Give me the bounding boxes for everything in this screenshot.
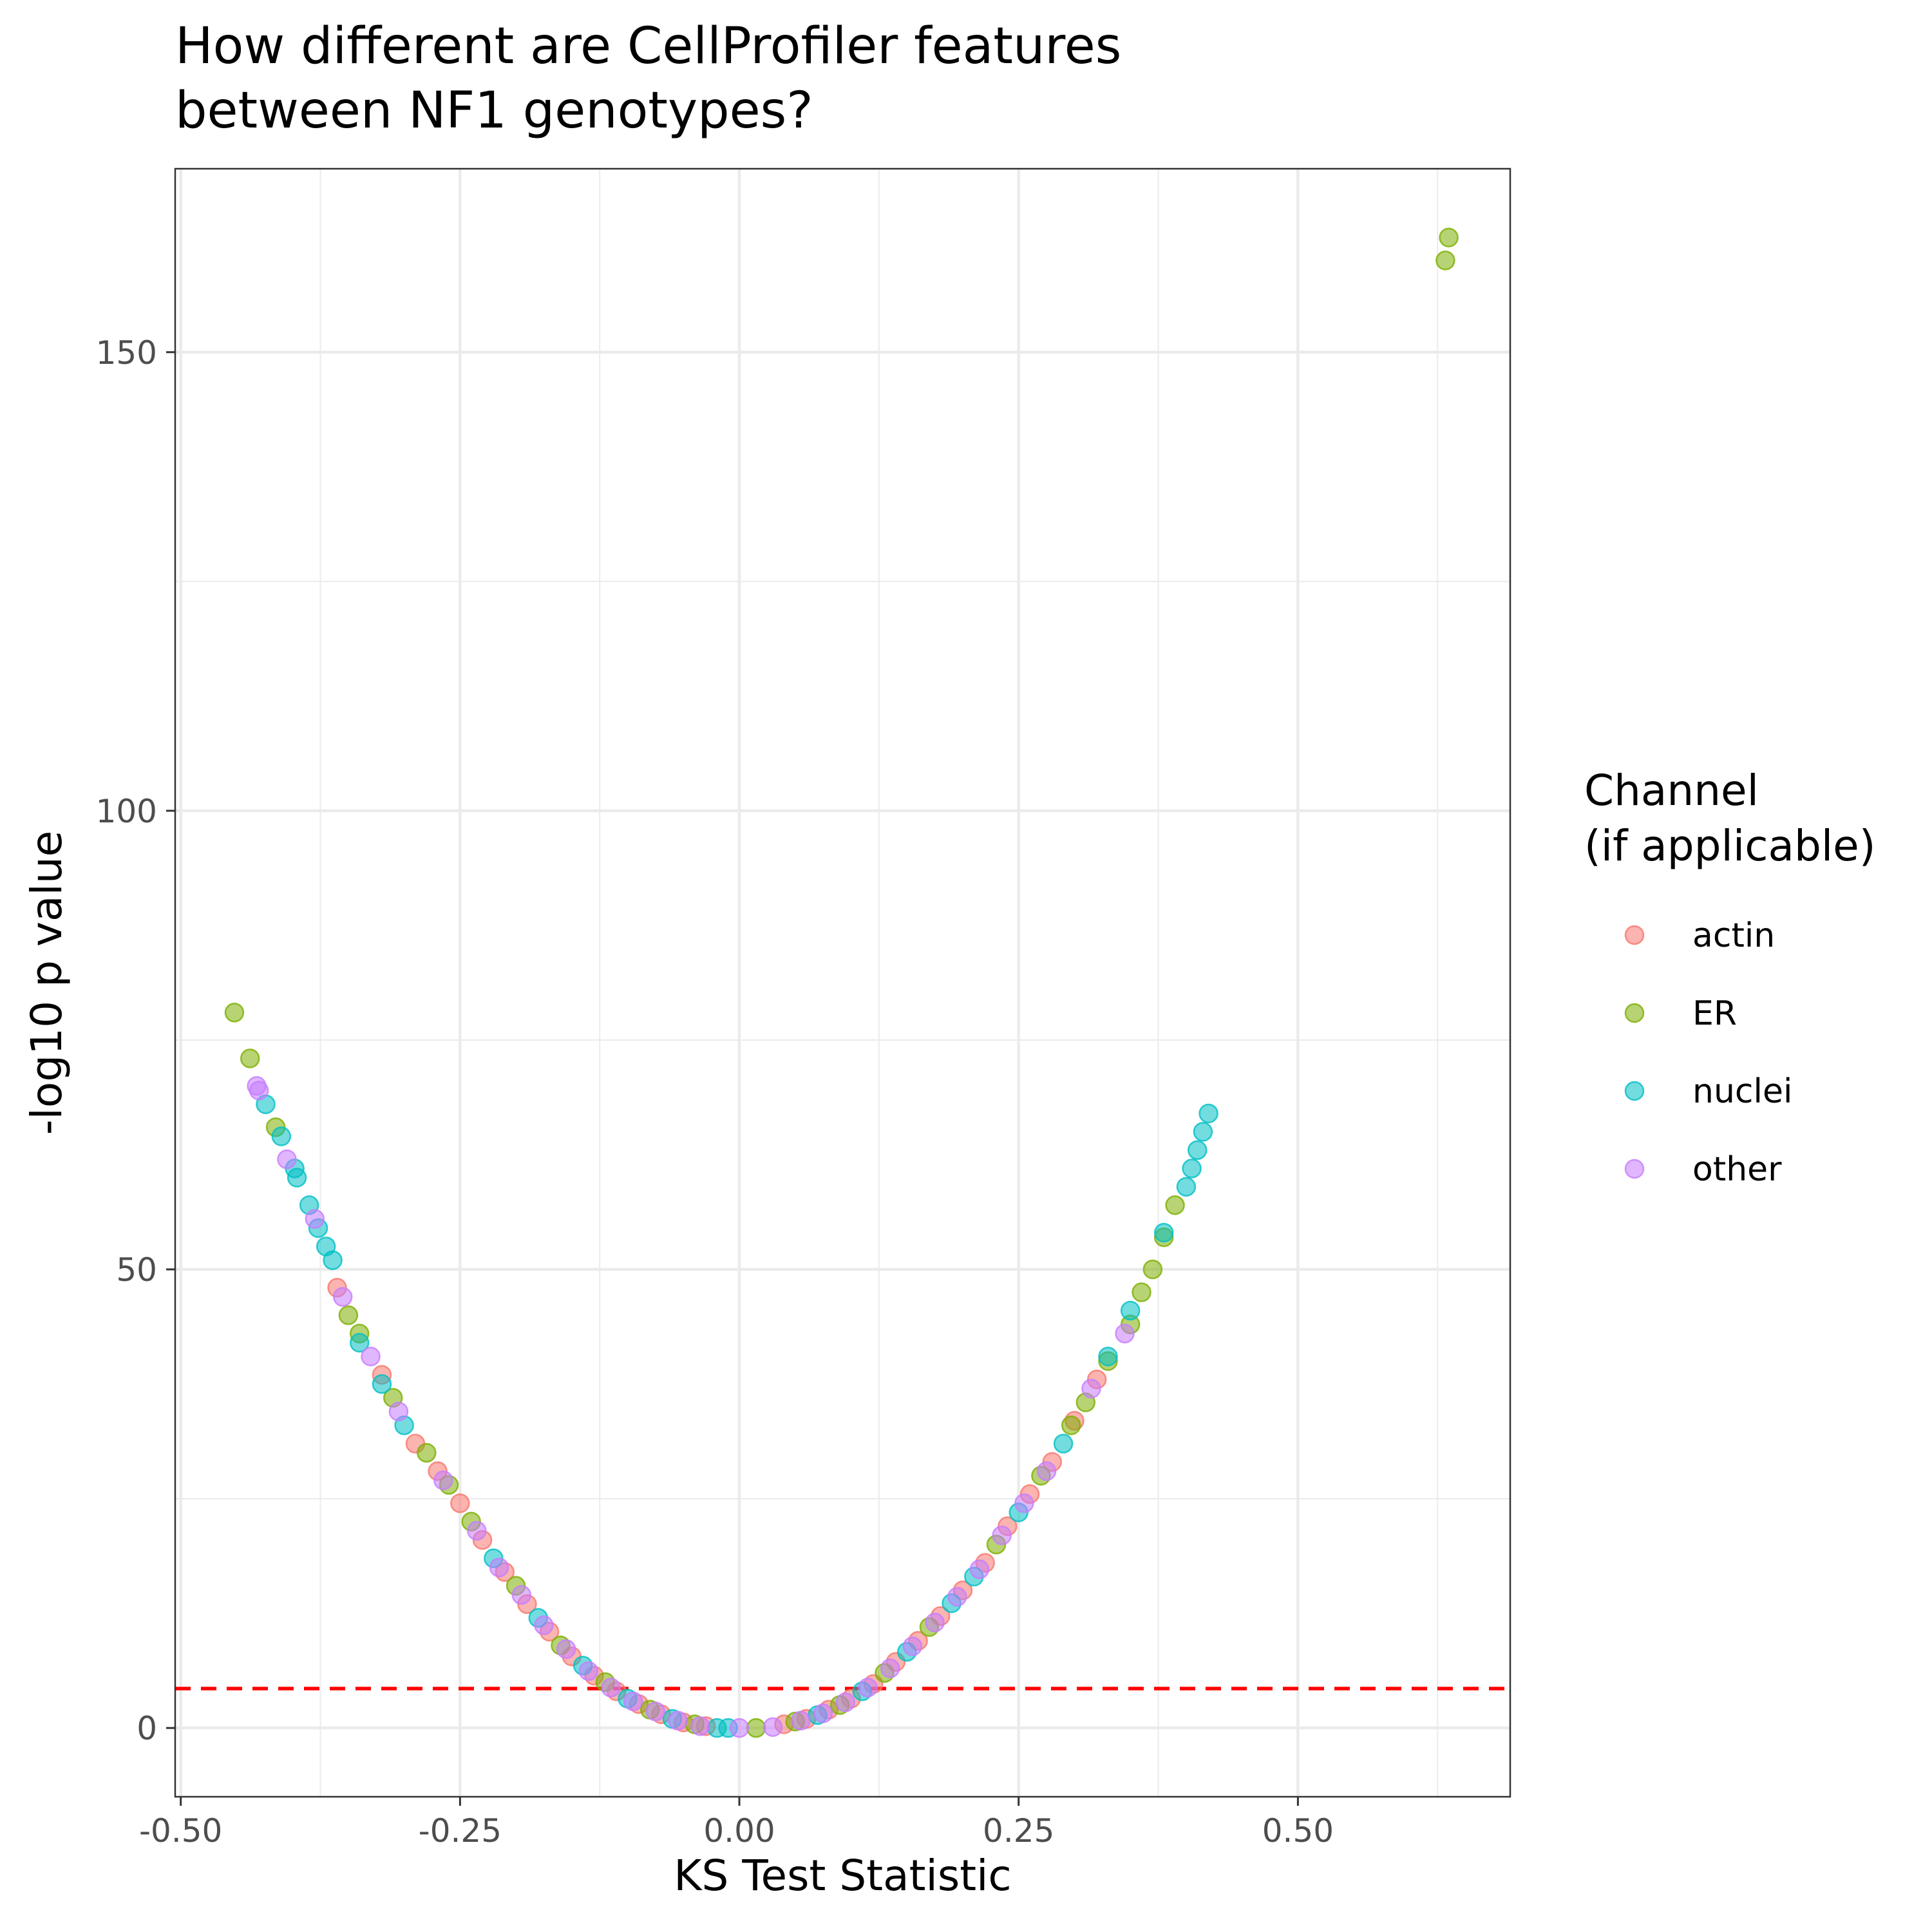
data-point-other — [902, 1636, 923, 1656]
data-point-other — [729, 1718, 750, 1738]
data-point-nuclei — [1053, 1434, 1074, 1454]
data-point-other — [361, 1347, 381, 1367]
chart-title-line-1: How different are CellProfiler features — [175, 17, 1121, 75]
plot-panel-border — [174, 167, 1511, 1798]
data-point-other — [690, 1716, 710, 1736]
legend-key-actin — [1624, 925, 1645, 945]
data-point-other — [433, 1470, 453, 1490]
data-point-other — [791, 1710, 811, 1731]
data-point-er — [1165, 1195, 1185, 1215]
data-point-actin — [450, 1493, 470, 1513]
data-point-other — [305, 1209, 325, 1229]
data-point-other — [511, 1585, 532, 1605]
chart-title-line-2: between NF1 genotypes? — [175, 82, 813, 140]
data-point-other — [249, 1081, 269, 1101]
legend-label-actin: actin — [1692, 916, 1775, 955]
data-point-er — [338, 1305, 359, 1325]
y-tick-label: 0 — [137, 1710, 157, 1747]
data-point-er — [1142, 1259, 1163, 1280]
data-point-other — [1115, 1323, 1135, 1344]
data-point-nuclei — [1153, 1222, 1174, 1243]
grid-lines — [175, 169, 1510, 1797]
data-point-nuclei — [1098, 1347, 1118, 1367]
x-axis-title: KS Test Statistic — [674, 1851, 1011, 1900]
x-tick-label: -0.25 — [419, 1812, 502, 1850]
data-point-other — [623, 1691, 643, 1712]
data-point-other — [947, 1587, 967, 1607]
data-point-other — [332, 1287, 353, 1307]
legend-title-line-1: Channel — [1584, 766, 1759, 815]
data-point-other — [1014, 1493, 1034, 1513]
data-point-other — [556, 1639, 576, 1659]
legend-key-er — [1624, 1003, 1645, 1023]
data-point-other — [1036, 1461, 1057, 1481]
legend-label-nuclei: nuclei — [1692, 1072, 1792, 1111]
data-point-other — [601, 1678, 621, 1698]
data-point-er — [240, 1048, 260, 1068]
legend-items: actin ER nuclei other — [1624, 916, 1792, 1189]
data-point-nuclei — [323, 1250, 343, 1271]
legend: Channel (if applicable) actin ER nuclei oth… — [1584, 766, 1876, 1189]
x-tick-label: -0.50 — [139, 1812, 222, 1850]
data-point-nuclei — [372, 1374, 392, 1394]
data-point-other — [969, 1559, 990, 1580]
data-point-nuclei — [1120, 1300, 1141, 1321]
data-point-nuclei — [287, 1168, 307, 1188]
data-point-er — [746, 1718, 766, 1738]
data-point-other — [992, 1525, 1012, 1546]
legend-key-nuclei — [1624, 1081, 1645, 1101]
data-point-er — [1061, 1415, 1081, 1435]
data-point-nuclei — [1193, 1122, 1213, 1142]
y-tick-label: 100 — [96, 793, 157, 830]
data-point-other — [467, 1520, 487, 1541]
legend-key-other — [1624, 1159, 1645, 1179]
data-point-nuclei — [1176, 1177, 1197, 1197]
x-tick-label: 0.00 — [703, 1812, 775, 1850]
data-point-other — [762, 1717, 783, 1738]
data-point-er — [417, 1443, 437, 1463]
y-tick-label: 150 — [96, 334, 157, 372]
data-point-nuclei — [1198, 1103, 1218, 1124]
legend-title: Channel (if applicable) — [1584, 766, 1876, 871]
x-tick-label: 0.50 — [1262, 1812, 1334, 1850]
data-point-other — [835, 1692, 856, 1712]
data-point-other — [388, 1401, 409, 1422]
data-point-nuclei — [1188, 1140, 1208, 1160]
legend-label-er: ER — [1692, 994, 1737, 1033]
data-point-other — [489, 1557, 509, 1578]
x-tick-label: 0.25 — [983, 1812, 1054, 1850]
data-point-other — [645, 1701, 666, 1721]
data-point-nuclei — [1182, 1159, 1202, 1179]
data-point-nuclei — [271, 1126, 292, 1146]
data-point-other — [578, 1661, 599, 1681]
data-point-other — [925, 1613, 945, 1633]
data-point-er — [224, 1003, 245, 1023]
data-point-other — [1081, 1378, 1101, 1399]
data-point-other — [858, 1678, 878, 1698]
data-point-other — [880, 1658, 900, 1678]
data-point-other — [277, 1149, 297, 1170]
data-point-er — [1132, 1282, 1151, 1302]
data-point-nuclei — [349, 1332, 370, 1353]
data-point-er — [1435, 251, 1455, 270]
data-point-er — [1439, 227, 1459, 248]
chart-title: How different are CellProfiler features … — [175, 17, 1137, 140]
y-tick-label: 50 — [116, 1251, 157, 1289]
y-axis-title: -log10 p value — [22, 831, 71, 1135]
data-point-other — [668, 1710, 688, 1731]
axes: -0.50 -0.25 0.00 0.25 0.50 0 50 100 150 — [96, 334, 1334, 1850]
legend-title-line-2: (if applicable) — [1584, 821, 1876, 871]
legend-label-other: other — [1692, 1150, 1782, 1189]
data-point-other — [534, 1615, 554, 1635]
data-points — [224, 227, 1459, 1738]
data-point-other — [813, 1703, 833, 1723]
